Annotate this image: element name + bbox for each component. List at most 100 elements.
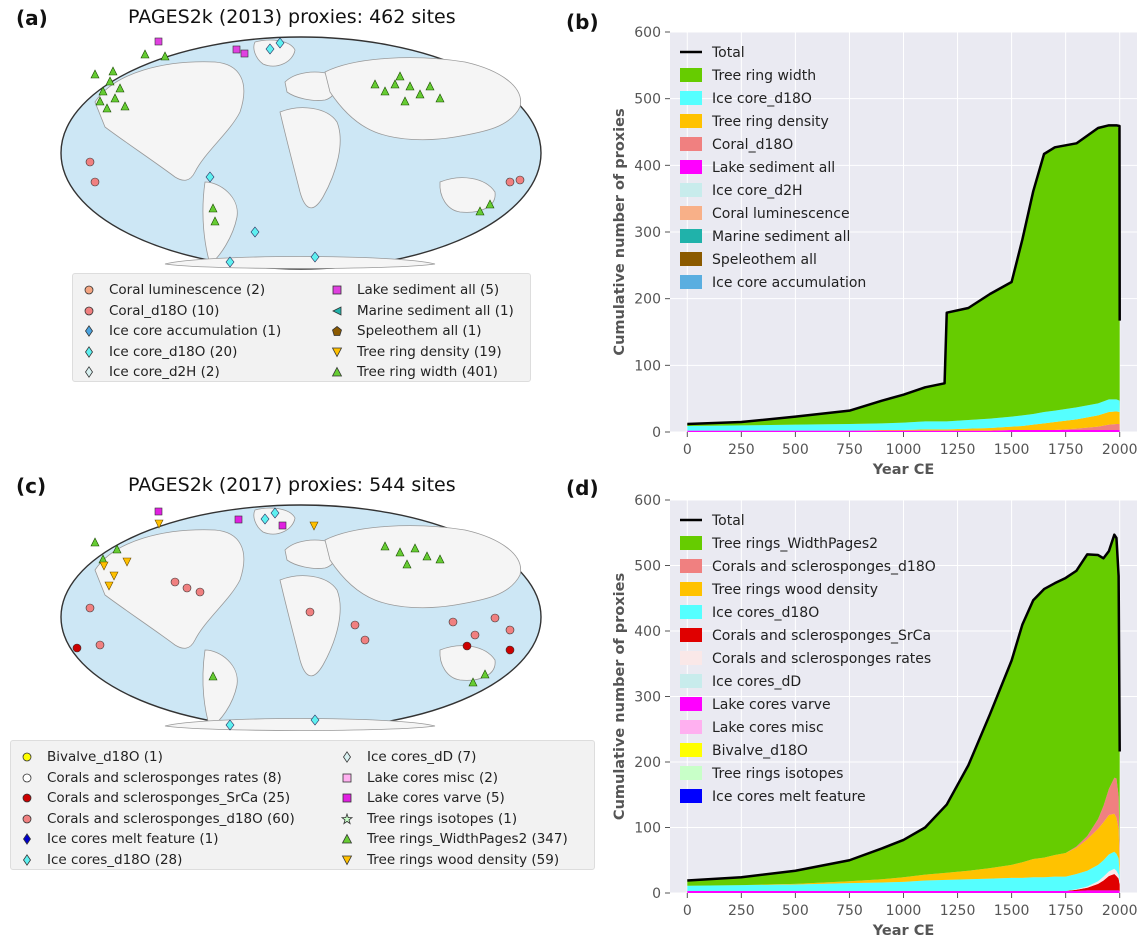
legend-entry: Ice cores_d18O (28) [21, 850, 295, 871]
legend-marker-circle-shape [22, 814, 32, 824]
legend-marker-diamond-icon [85, 345, 93, 358]
x-axis-label: Year CE [872, 923, 935, 939]
legend-entry: Corals and sclerosponges_d18O (60) [21, 809, 295, 830]
legend-marker-diamond-icon [85, 366, 93, 379]
x-tick-label: 250 [728, 442, 755, 458]
legend-entry-label: Total [711, 45, 745, 61]
legend-color-swatch [680, 674, 702, 688]
y-tick-label: 600 [634, 25, 661, 41]
legend-marker-circle-shape [84, 306, 94, 316]
legend-entry-label: Ice core accumulation (1) [109, 323, 282, 340]
legend-color-swatch [680, 651, 702, 665]
panel-c-world-map [60, 504, 542, 731]
area-series-coral-d18o [687, 424, 1120, 431]
legend-entry: Ice core accumulation (1) [83, 321, 281, 342]
area-series-ice-cores-d18o [687, 851, 1120, 892]
legend-color-swatch [680, 275, 702, 289]
legend-entry-label: Coral luminescence (2) [109, 282, 266, 299]
legend-marker-star-icon [341, 812, 353, 825]
panel-c-legend-right-column: Ice cores_dD (7) Lake cores misc (2) Lake … [341, 747, 568, 870]
map-a-graphic [60, 36, 542, 270]
panel-a-map-title: PAGES2k (2013) proxies: 462 sites [128, 6, 456, 28]
legend-entry-label: Ice cores melt feature [712, 789, 866, 805]
area-series-lake-sediment-all [687, 430, 1120, 432]
legend-marker-circle-icon [84, 306, 94, 316]
legend-entry-label: Lake sediment all [712, 160, 835, 176]
legend-entry: Tree ring density (19) [331, 342, 514, 363]
legend-entry: Bivalve_d18O (1) [21, 747, 295, 768]
legend-marker-triangle-down-shape [341, 855, 353, 866]
legend-entry: Lake cores misc (2) [341, 768, 568, 789]
y-tick-label: 100 [634, 358, 661, 374]
legend-entry-label: Total [711, 513, 745, 529]
panel-d-stacked-area-chart: 0 100 200 300 400 500 600 0 250 500 750 1000 1250 150… [612, 493, 1138, 939]
legend-marker-diamond-shape [23, 853, 31, 866]
legend-entry-label: Speleothem all (1) [357, 323, 482, 340]
y-tick-label: 500 [634, 92, 661, 108]
total-line [687, 124, 1121, 426]
legend-marker-triangle-left-icon [332, 306, 342, 316]
y-tick-label: 400 [634, 624, 661, 640]
area-series-lake-cores-varve [687, 890, 1120, 893]
legend-marker-diamond-shape [85, 366, 93, 379]
y-tick-label: 0 [652, 425, 661, 441]
y-axis-label: Cumulative number of proxies [612, 108, 628, 355]
legend-entry-label: Tree ring width (401) [357, 364, 498, 381]
legend-color-swatch [680, 743, 702, 757]
area-series-tree-rings-widthpages2 [687, 534, 1120, 886]
legend-entry: Lake sediment all (5) [331, 280, 514, 301]
x-tick-label: 2000 [1102, 442, 1138, 458]
legend-marker-triangle-down-icon [331, 347, 343, 358]
legend-entry-label: Corals and sclerosponges_SrCa [712, 628, 931, 644]
legend-entry-label: Ice cores_d18O [712, 605, 819, 621]
legend-color-swatch [680, 91, 702, 105]
legend-marker-square-icon [342, 773, 352, 783]
legend-marker-circle-icon [22, 793, 32, 803]
x-tick-label: 1750 [1048, 442, 1084, 458]
x-tick-label: 1500 [994, 903, 1030, 919]
legend-marker-square-shape [332, 285, 342, 295]
legend-entry: Speleothem all (1) [331, 321, 514, 342]
legend-entry: Lake cores varve (5) [341, 788, 568, 809]
legend-entry: Corals and sclerosponges_SrCa (25) [21, 788, 295, 809]
y-tick-label: 100 [634, 821, 661, 837]
legend-entry: Tree ring width (401) [331, 362, 514, 383]
legend-entry-label: Ice cores_dD (7) [367, 749, 477, 766]
y-tick-label: 300 [634, 690, 661, 706]
legend-marker-star-shape [341, 812, 353, 825]
legend-entry-label: Ice core accumulation [712, 275, 866, 291]
x-tick-label: 1000 [886, 442, 922, 458]
legend-entry: Corals and sclerosponges rates (8) [21, 768, 295, 789]
panel-a-legend-right-column: Lake sediment all (5) Marine sediment all… [331, 280, 514, 383]
legend-entry-label: Lake cores misc (2) [367, 769, 499, 786]
legend-entry-label: Tree rings_WidthPages2 [711, 536, 878, 552]
legend-marker-triangle-up-icon [331, 366, 343, 377]
legend-color-swatch [680, 160, 702, 174]
legend-color-swatch [680, 720, 702, 734]
legend-marker-diamond-icon [23, 833, 31, 846]
panel-b-stacked-area-chart: 0 100 200 300 400 500 600 0 250 500 750 1000 1250 150… [612, 25, 1138, 478]
legend-color-swatch [680, 206, 702, 220]
x-tick-label: 750 [836, 903, 863, 919]
legend-marker-diamond-icon [343, 751, 351, 764]
legend-entry-label: Corals and sclerosponges rates (8) [47, 769, 282, 786]
legend-marker-triangle-up-shape [331, 366, 343, 377]
legend-entry-label: Tree rings isotopes [711, 766, 843, 782]
legend-color-swatch [680, 766, 702, 780]
legend-marker-triangle-left-shape [332, 306, 342, 316]
area-series-tree-rings-wood-density [687, 813, 1120, 886]
legend-entry-label: Marine sediment all (1) [357, 302, 514, 319]
legend-entry-label: Tree rings isotopes (1) [367, 810, 518, 827]
x-tick-label: 2000 [1102, 903, 1138, 919]
y-tick-label: 400 [634, 158, 661, 174]
panel-a-legend: Coral luminescence (2) Coral_d18O (10) Ice… [72, 273, 531, 382]
legend-color-swatch [680, 789, 702, 803]
legend-entry-label: Lake cores varve (5) [367, 790, 505, 807]
legend-marker-diamond-icon [85, 325, 93, 338]
x-tick-label: 1000 [886, 903, 922, 919]
legend-entry-label: Corals and sclerosponges_d18O (60) [47, 810, 295, 827]
legend-color-swatch [680, 68, 702, 82]
legend-entry-label: Lake cores misc [712, 720, 824, 736]
legend-marker-diamond-shape [85, 345, 93, 358]
panel-c-legend: Bivalve_d18O (1) Corals and sclerosponges… [10, 740, 595, 870]
